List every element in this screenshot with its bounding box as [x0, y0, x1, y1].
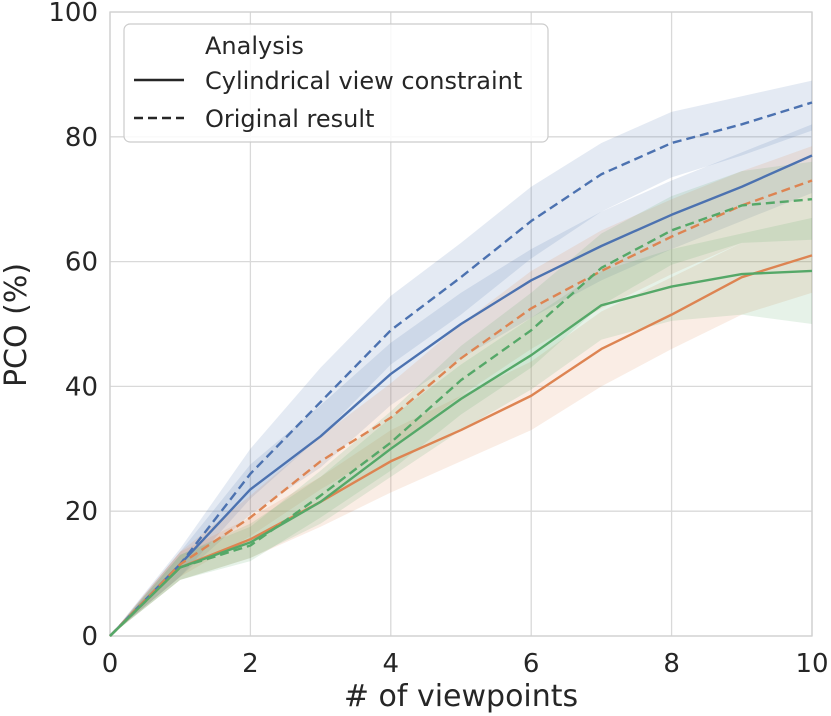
legend-title: Analysis — [205, 32, 304, 60]
x-tick-label: 2 — [242, 649, 259, 679]
series-band-0 — [110, 124, 812, 636]
plot-frame — [109, 11, 813, 637]
legend-entry-original: Original result — [205, 105, 374, 133]
x-tick-label: 6 — [523, 649, 540, 679]
series-band-3 — [110, 146, 812, 636]
series-line-3 — [109, 179, 813, 637]
x-tick-label: 0 — [102, 649, 119, 679]
series-line-1 — [109, 101, 813, 637]
y-tick-label: 80 — [65, 123, 98, 153]
series-line-5 — [109, 198, 813, 637]
series-lines — [109, 101, 813, 637]
y-tick-label: 0 — [81, 622, 98, 652]
x-axis-label: # of viewpoints — [344, 679, 578, 714]
series-band-1 — [110, 80, 812, 636]
y-axis-label: PCO (%) — [0, 263, 34, 387]
y-tick-label: 100 — [48, 0, 98, 28]
x-tick-label: 4 — [383, 649, 400, 679]
series-band-2 — [110, 217, 812, 637]
y-tick-label: 60 — [65, 248, 98, 278]
x-tick-label: 8 — [663, 649, 680, 679]
y-tick-label: 20 — [65, 497, 98, 527]
series-band-4 — [110, 217, 812, 637]
legend-box — [123, 23, 549, 143]
series-line-0 — [109, 154, 813, 637]
legend-entry-cylindrical: Cylindrical view constraint — [205, 67, 522, 95]
series-line-4 — [109, 269, 813, 637]
series-line-2 — [109, 254, 813, 637]
x-tick-label: 10 — [795, 649, 828, 679]
legend: Analysis Cylindrical view constraint Ori… — [123, 23, 549, 143]
y-tick-label: 40 — [65, 372, 98, 402]
